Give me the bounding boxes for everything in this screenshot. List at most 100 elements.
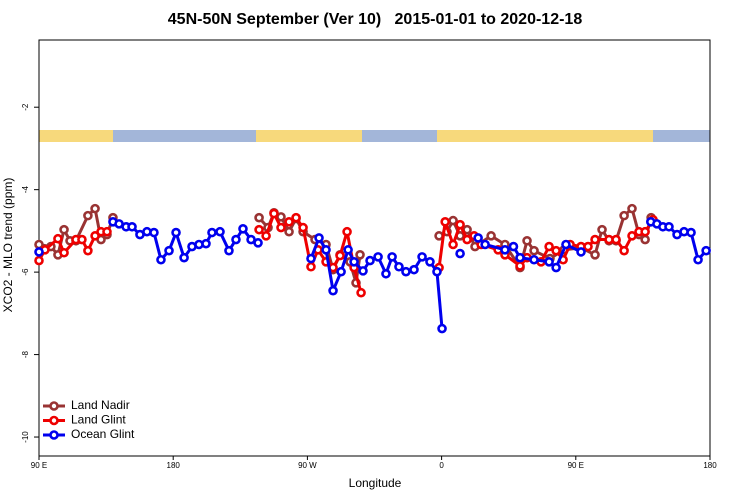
data-point bbox=[627, 203, 637, 214]
data-point bbox=[561, 239, 571, 250]
data-point bbox=[342, 226, 352, 237]
data-point bbox=[102, 226, 112, 237]
data-point bbox=[207, 227, 217, 238]
data-point bbox=[409, 264, 419, 275]
data-point bbox=[425, 257, 435, 267]
data-point bbox=[529, 245, 539, 256]
y-tick-label: -8 bbox=[21, 350, 30, 358]
data-point bbox=[448, 239, 458, 250]
data-point bbox=[276, 222, 286, 233]
data-point bbox=[508, 241, 519, 252]
data-point bbox=[355, 250, 365, 260]
y-tick-label: -4 bbox=[21, 186, 30, 194]
data-point bbox=[34, 247, 44, 257]
data-point bbox=[246, 234, 256, 245]
x-tick-label: 0 bbox=[439, 461, 444, 470]
data-point bbox=[619, 245, 629, 256]
data-point bbox=[328, 285, 338, 296]
data-point bbox=[34, 255, 44, 266]
legend-marker bbox=[49, 415, 59, 426]
data-point bbox=[284, 226, 294, 237]
y-tick-label: -2 bbox=[21, 103, 30, 111]
data-point bbox=[356, 287, 366, 298]
y-tick-label: -6 bbox=[21, 268, 30, 276]
data-point bbox=[480, 239, 490, 250]
data-point bbox=[455, 219, 465, 230]
x-axis-label: Longitude bbox=[349, 476, 402, 490]
data-point bbox=[127, 221, 137, 232]
data-point bbox=[432, 266, 442, 277]
data-point bbox=[619, 210, 629, 221]
data-point bbox=[381, 268, 391, 279]
land-strip bbox=[39, 130, 113, 142]
data-point bbox=[640, 226, 650, 237]
data-point bbox=[59, 224, 69, 235]
data-point bbox=[448, 215, 458, 226]
legend-marker bbox=[49, 430, 59, 440]
legend-label: Ocean Glint bbox=[71, 427, 135, 441]
land-strip bbox=[437, 130, 653, 142]
data-point bbox=[298, 222, 308, 233]
data-point bbox=[77, 234, 87, 245]
data-point bbox=[231, 234, 241, 245]
data-point bbox=[544, 257, 554, 267]
data-point bbox=[515, 261, 525, 271]
data-point bbox=[358, 266, 368, 276]
data-point bbox=[551, 245, 561, 256]
data-point bbox=[693, 254, 703, 265]
data-point bbox=[576, 247, 586, 257]
legend-label: Land Nadir bbox=[71, 398, 130, 412]
data-point bbox=[284, 217, 294, 227]
x-tick-label: 180 bbox=[167, 461, 181, 470]
data-point bbox=[437, 323, 447, 334]
data-point bbox=[701, 245, 711, 256]
data-point bbox=[261, 231, 271, 241]
data-point bbox=[164, 245, 174, 256]
data-point bbox=[90, 231, 100, 241]
data-point bbox=[529, 254, 539, 265]
data-point bbox=[387, 252, 397, 262]
data-point bbox=[269, 208, 279, 219]
data-point bbox=[238, 224, 248, 234]
x-tick-label: 90 E bbox=[568, 461, 584, 470]
data-point bbox=[627, 231, 637, 241]
map-strip bbox=[39, 130, 710, 142]
data-point bbox=[306, 261, 316, 272]
data-point bbox=[394, 261, 404, 272]
data-point bbox=[401, 266, 411, 277]
data-point bbox=[314, 233, 324, 243]
data-point bbox=[417, 252, 427, 262]
data-point bbox=[254, 212, 264, 223]
data-point bbox=[486, 231, 496, 241]
data-point bbox=[590, 234, 600, 245]
data-point bbox=[59, 247, 69, 258]
data-point bbox=[83, 245, 93, 256]
data-point bbox=[500, 245, 510, 255]
data-point bbox=[335, 250, 345, 261]
data-point bbox=[473, 233, 483, 243]
data-point bbox=[583, 241, 593, 252]
data-point bbox=[640, 234, 650, 245]
data-point bbox=[515, 252, 525, 263]
data-point bbox=[455, 248, 465, 259]
y-axis-label: XCO2 - MLO trend (ppm) bbox=[1, 178, 15, 313]
data-point bbox=[365, 255, 375, 266]
data-point bbox=[664, 221, 674, 232]
data-point bbox=[254, 224, 264, 235]
x-tick-label: 90 E bbox=[31, 461, 47, 470]
data-point bbox=[343, 245, 353, 255]
data-point bbox=[276, 212, 286, 222]
data-point bbox=[171, 227, 181, 238]
data-point bbox=[215, 226, 225, 237]
data-point bbox=[522, 235, 532, 246]
data-point bbox=[440, 217, 450, 227]
data-point bbox=[90, 203, 100, 214]
data-point bbox=[306, 253, 316, 264]
x-tick-label: 90 W bbox=[298, 461, 317, 470]
data-point bbox=[597, 224, 607, 235]
data-point bbox=[321, 245, 331, 255]
legend-marker bbox=[49, 401, 59, 411]
x-tick-label: 180 bbox=[703, 461, 717, 470]
